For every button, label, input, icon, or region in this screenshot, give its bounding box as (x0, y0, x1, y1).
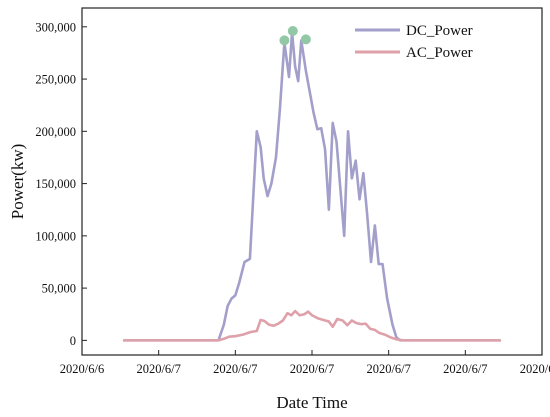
y-tick-label: 50,000 (42, 282, 76, 296)
plot-area (122, 25, 502, 342)
peak-marker-1 (279, 35, 290, 46)
x-axis-title: Date Time (276, 393, 347, 412)
x-tick-labels: 2020/6/6 2020/6/7 2020/6/7 2020/6/7 2020/6/7… (60, 362, 550, 376)
plot-frame (81, 7, 543, 356)
axes (81, 7, 543, 356)
y-axis-title: Power(kw) (8, 144, 27, 220)
x-tick-label: 2020/6/8 (520, 362, 550, 376)
y-tick-label: 300,000 (35, 20, 76, 34)
y-tick-labels: 0 50,000 100,000 150,000 200,000 250,000 300,0… (35, 20, 76, 348)
tick-marks (81, 26, 543, 355)
y-tick-label: 250,000 (35, 73, 76, 87)
x-tick-label: 2020/6/7 (290, 362, 334, 376)
peak-marker-3 (300, 34, 311, 45)
y-tick-label: 200,000 (35, 125, 76, 139)
legend-label-dc-power: DC_Power (406, 23, 473, 39)
x-tick-label: 2020/6/7 (136, 362, 180, 376)
series-line-dc-power (122, 30, 502, 342)
legend: DC_Power AC_Power (355, 23, 473, 61)
y-tick-label: 150,000 (35, 177, 76, 191)
x-tick-label: 2020/6/6 (60, 362, 104, 376)
legend-label-ac-power: AC_Power (406, 45, 473, 61)
x-tick-label: 2020/6/7 (443, 362, 487, 376)
x-tick-label: 2020/6/7 (213, 362, 257, 376)
x-tick-label: 2020/6/7 (366, 362, 410, 376)
y-tick-label: 0 (70, 334, 76, 348)
peak-marker-2 (287, 25, 298, 36)
y-tick-label: 100,000 (35, 229, 76, 243)
series-line-ac-power (122, 309, 502, 342)
